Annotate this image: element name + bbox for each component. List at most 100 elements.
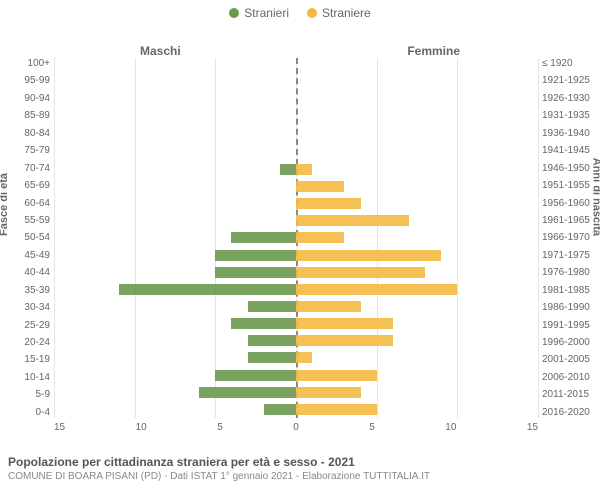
age-tick: 15-19 xyxy=(0,354,50,365)
column-title-female: Femmine xyxy=(407,44,460,58)
pyramid-row xyxy=(54,214,538,227)
pyramid-row xyxy=(54,334,538,347)
pyramid-row xyxy=(54,351,538,364)
age-tick: 75-79 xyxy=(0,145,50,156)
birth-tick: 1956-1960 xyxy=(542,198,600,209)
pyramid-row xyxy=(54,283,538,296)
y-axis-age: 100+95-9990-9485-8980-8475-7970-7465-696… xyxy=(0,58,50,418)
birth-tick: 2006-2010 xyxy=(542,372,600,383)
bar-male xyxy=(231,318,296,329)
chart-subtitle: COMUNE DI BOARA PISANI (PD) - Dati ISTAT… xyxy=(8,471,592,482)
pyramid-row xyxy=(54,60,538,73)
birth-tick: ≤ 1920 xyxy=(542,58,600,69)
pyramid-row xyxy=(54,197,538,210)
bar-female xyxy=(296,250,441,261)
age-tick: 85-89 xyxy=(0,110,50,121)
legend-male-label: Stranieri xyxy=(244,6,289,20)
bar-male xyxy=(119,284,296,295)
birth-tick: 1976-1980 xyxy=(542,267,600,278)
plot-area xyxy=(54,58,538,418)
birth-tick: 1951-1955 xyxy=(542,180,600,191)
x-tick: 5 xyxy=(217,422,223,433)
age-tick: 65-69 xyxy=(0,180,50,191)
pyramid-row xyxy=(54,300,538,313)
birth-tick: 1966-1970 xyxy=(542,232,600,243)
age-tick: 40-44 xyxy=(0,267,50,278)
bar-male xyxy=(248,301,296,312)
bar-male xyxy=(248,352,296,363)
legend-female: Straniere xyxy=(307,6,371,20)
bar-female xyxy=(296,301,361,312)
pyramid-row xyxy=(54,163,538,176)
birth-tick: 1986-1990 xyxy=(542,302,600,313)
birth-tick: 1921-1925 xyxy=(542,75,600,86)
bar-female xyxy=(296,232,344,243)
pyramid-row xyxy=(54,249,538,262)
x-tick: 0 xyxy=(293,422,299,433)
birth-tick: 2016-2020 xyxy=(542,407,600,418)
legend-female-label: Straniere xyxy=(322,6,371,20)
chart-title: Popolazione per cittadinanza straniera p… xyxy=(8,455,592,469)
birth-tick: 1971-1975 xyxy=(542,250,600,261)
age-tick: 80-84 xyxy=(0,128,50,139)
age-tick: 20-24 xyxy=(0,337,50,348)
x-tick: 15 xyxy=(54,422,65,433)
pyramid-row xyxy=(54,266,538,279)
age-tick: 30-34 xyxy=(0,302,50,313)
chart: Maschi Femmine Fasce di età Anni di nasc… xyxy=(0,20,600,440)
age-tick: 95-99 xyxy=(0,75,50,86)
pyramid-row xyxy=(54,180,538,193)
x-tick: 10 xyxy=(136,422,147,433)
bar-female xyxy=(296,387,361,398)
bar-male xyxy=(199,387,296,398)
bar-female xyxy=(296,267,425,278)
bar-male xyxy=(264,404,296,415)
age-tick: 100+ xyxy=(0,58,50,69)
bar-female xyxy=(296,164,312,175)
bar-female xyxy=(296,352,312,363)
birth-tick: 1946-1950 xyxy=(542,163,600,174)
age-tick: 45-49 xyxy=(0,250,50,261)
age-tick: 50-54 xyxy=(0,232,50,243)
age-tick: 25-29 xyxy=(0,320,50,331)
pyramid-row xyxy=(54,111,538,124)
age-tick: 70-74 xyxy=(0,163,50,174)
birth-tick: 2011-2015 xyxy=(542,389,600,400)
grid-line xyxy=(538,58,539,418)
age-tick: 60-64 xyxy=(0,198,50,209)
birth-tick: 1991-1995 xyxy=(542,320,600,331)
bar-male xyxy=(215,250,296,261)
swatch-male xyxy=(229,8,239,18)
legend-male: Stranieri xyxy=(229,6,289,20)
bar-female xyxy=(296,284,457,295)
birth-tick: 1981-1985 xyxy=(542,285,600,296)
bar-male xyxy=(231,232,296,243)
bar-female xyxy=(296,318,393,329)
bar-female xyxy=(296,335,393,346)
age-tick: 10-14 xyxy=(0,372,50,383)
pyramid-row xyxy=(54,94,538,107)
x-tick: 15 xyxy=(527,422,538,433)
bar-male xyxy=(280,164,296,175)
birth-tick: 1961-1965 xyxy=(542,215,600,226)
age-tick: 5-9 xyxy=(0,389,50,400)
swatch-female xyxy=(307,8,317,18)
bar-female xyxy=(296,404,377,415)
pyramid-row xyxy=(54,403,538,416)
birth-tick: 1926-1930 xyxy=(542,93,600,104)
column-title-male: Maschi xyxy=(140,44,181,58)
x-tick: 10 xyxy=(445,422,456,433)
pyramid-row xyxy=(54,129,538,142)
pyramid-row xyxy=(54,77,538,90)
x-axis: 15105051015 xyxy=(54,422,538,433)
pyramid-row xyxy=(54,317,538,330)
bar-rows xyxy=(54,58,538,418)
bar-female xyxy=(296,215,409,226)
bar-female xyxy=(296,181,344,192)
footer: Popolazione per cittadinanza straniera p… xyxy=(8,455,592,482)
birth-tick: 1931-1935 xyxy=(542,110,600,121)
bar-female xyxy=(296,370,377,381)
age-tick: 0-4 xyxy=(0,407,50,418)
pyramid-row xyxy=(54,369,538,382)
birth-tick: 1941-1945 xyxy=(542,145,600,156)
